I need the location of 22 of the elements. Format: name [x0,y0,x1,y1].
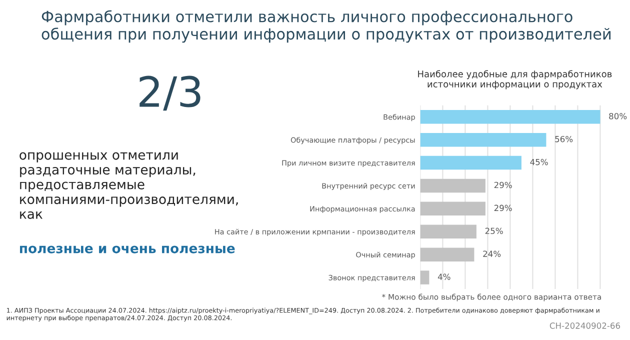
chart-title: Фармработники отметили важность личного профессионального общения при получении информации о продуктах от производителей [42,10,611,43]
bar [420,110,600,124]
bar [420,202,486,216]
bar [420,270,430,284]
data-label: 25% [485,228,503,234]
data-label: 45% [530,158,548,166]
data-label: 29% [494,204,512,212]
data-label: 56% [555,136,573,142]
bar [420,132,546,147]
text: полезные и очень полезные [20,246,235,254]
text: опрошенных отметили раздаточные материалы, предоставляемые компаниями-производителями, как [20,152,238,219]
data-label: 24% [483,250,501,257]
bar [420,248,474,262]
text: 2/3 [140,76,200,111]
data-label: 80% [609,112,627,120]
bar [420,178,486,193]
chart-subtitle: Наиболее удобные для фармработников источники информации о продуктах [418,70,612,90]
data-label: 29% [494,182,512,188]
text: CH-20240902-66 [550,322,620,329]
data-label: 4% [438,274,450,280]
bar [420,224,476,239]
bar [420,156,522,170]
